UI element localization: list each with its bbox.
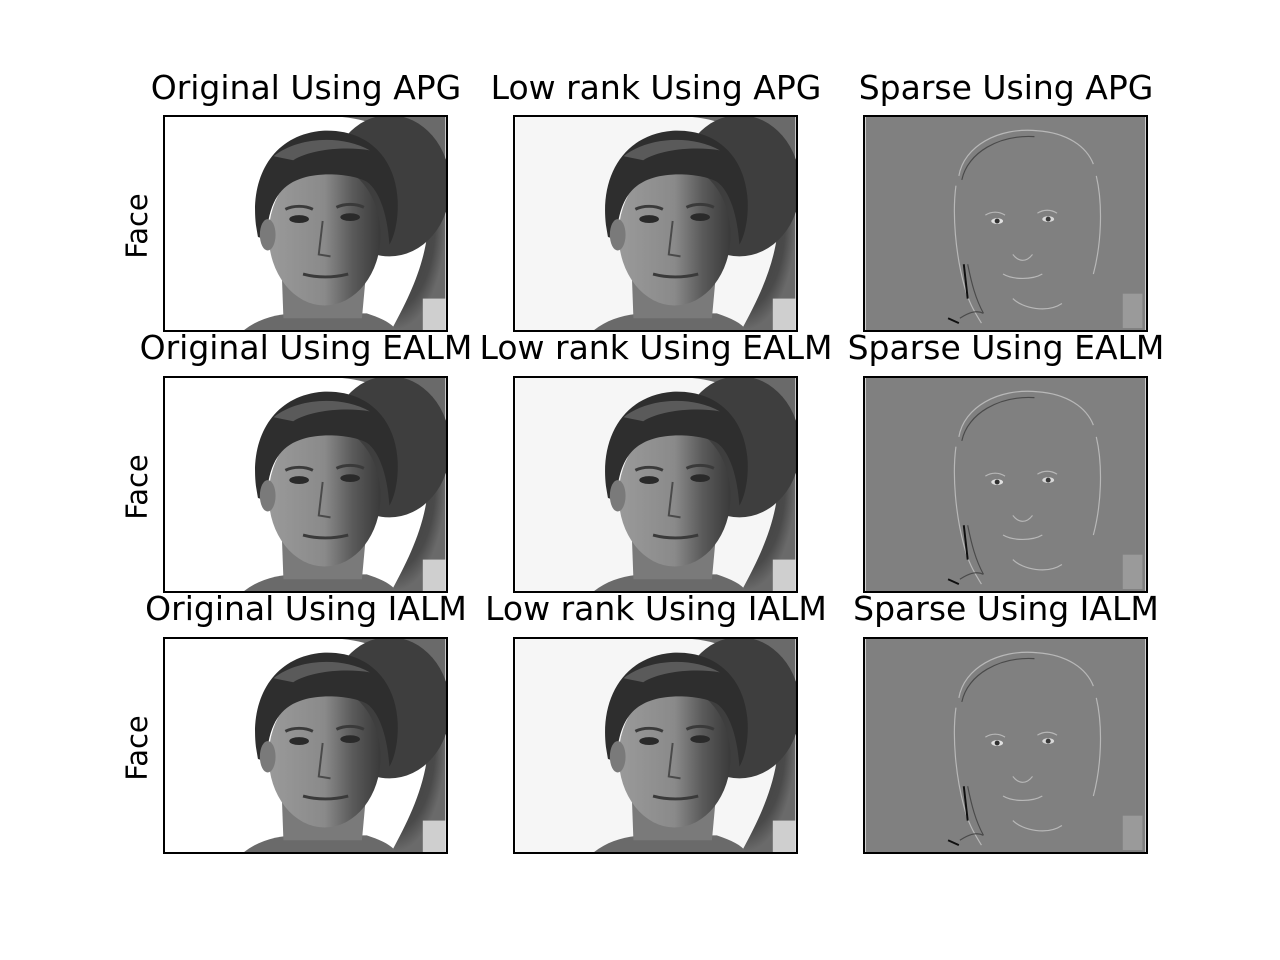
face-image-original-ialm — [163, 637, 448, 854]
panel-title-original-apg: Original Using APG — [150, 68, 462, 107]
face-image-original-ealm — [163, 376, 448, 593]
panel-title-sparse-apg: Sparse Using APG — [858, 68, 1154, 107]
panel-title-sparse-ialm: Sparse Using IALM — [853, 589, 1159, 628]
panel-title-sparse-ealm: Sparse Using EALM — [847, 328, 1165, 367]
face-image-sparse-apg — [863, 115, 1148, 332]
face-image-lowrank-ealm — [513, 376, 798, 593]
panel-title-lowrank-ialm: Low rank Using IALM — [485, 589, 827, 628]
face-image-original-apg — [163, 115, 448, 332]
panel-title-lowrank-apg: Low rank Using APG — [490, 68, 822, 107]
panel-title-original-ealm: Original Using EALM — [139, 328, 473, 367]
face-image-lowrank-apg — [513, 115, 798, 332]
face-image-lowrank-ialm — [513, 637, 798, 854]
row-label-face: Face — [120, 715, 154, 781]
face-image-sparse-ialm — [863, 637, 1148, 854]
face-image-sparse-ealm — [863, 376, 1148, 593]
panel-title-original-ialm: Original Using IALM — [145, 589, 467, 628]
row-label-face: Face — [120, 454, 154, 520]
row-label-face: Face — [120, 193, 154, 259]
panel-title-lowrank-ealm: Low rank Using EALM — [479, 328, 833, 367]
